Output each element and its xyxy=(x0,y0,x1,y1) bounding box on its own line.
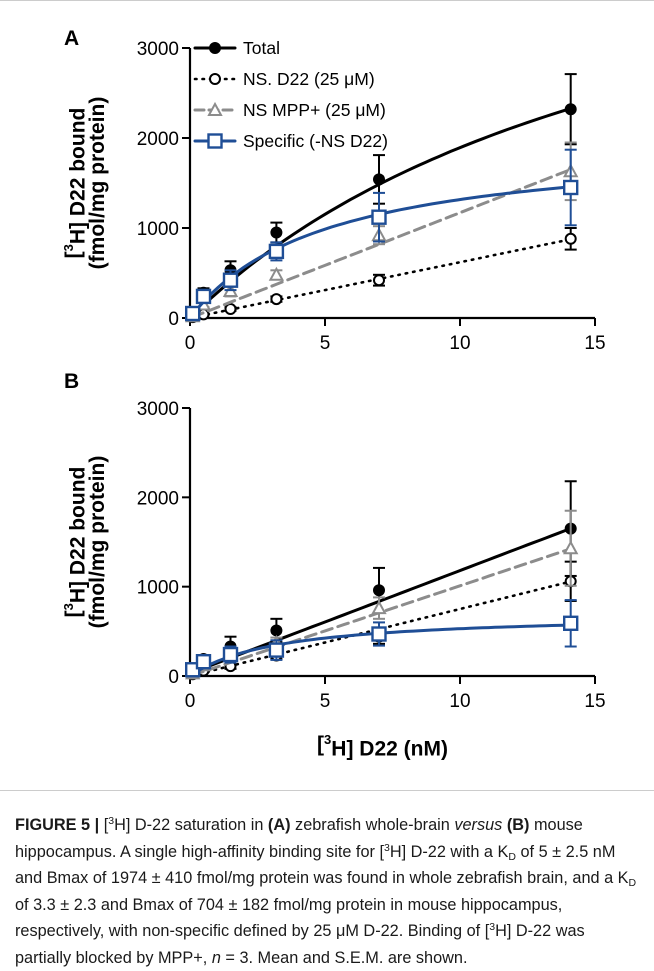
y-tick-label: 1000 xyxy=(137,219,179,240)
x-tick-label: 10 xyxy=(449,691,470,712)
y-tick-label: 3000 xyxy=(137,399,179,420)
data-point xyxy=(222,646,239,663)
data-point xyxy=(195,288,212,305)
data-point xyxy=(270,293,283,306)
x-tick-label: 0 xyxy=(185,333,196,354)
x-tick-label: 15 xyxy=(584,691,605,712)
y-axis-title-line2: (fmol/mg protein) xyxy=(86,97,109,270)
data-point xyxy=(224,303,237,315)
top-border-line xyxy=(0,0,654,1)
panel-letter: B xyxy=(64,370,79,393)
x-axis-title: [3H] D22 (nM) xyxy=(317,732,448,761)
y-tick-label: 1000 xyxy=(137,578,179,599)
legend-label: NS MPP+ (25 μM) xyxy=(243,100,386,120)
series-specific-ns-d22 xyxy=(184,148,579,322)
data-point xyxy=(371,626,387,642)
legend-marker xyxy=(207,133,223,149)
x-tick-label: 5 xyxy=(320,691,331,712)
data-point xyxy=(268,243,285,260)
legend-label: NS. D22 (25 μM) xyxy=(243,69,375,89)
y-tick-label: 0 xyxy=(168,667,179,688)
caption-figure-label: FIGURE 5 | xyxy=(15,816,100,834)
y-tick-label: 3000 xyxy=(137,39,179,60)
y-axis-title-line2: (fmol/mg protein) xyxy=(86,456,109,629)
data-point xyxy=(371,209,387,225)
fit-line xyxy=(191,238,573,319)
panel-b-chart: B 0 5 10 15 0 1000 2000 3000 [3H] D22 bound(fmol/… xyxy=(61,370,606,760)
legend: Total NS. D22 (25 μM) NS MPP+ (25 μM) Speci… xyxy=(193,38,388,151)
legend-label: Specific (-NS D22) xyxy=(243,131,388,151)
x-tick-label: 5 xyxy=(320,333,331,354)
data-point xyxy=(564,232,577,245)
data-point xyxy=(268,266,285,281)
y-axis-title-line1: [3H] D22 bound xyxy=(61,108,90,259)
x-tick-label: 0 xyxy=(185,691,196,712)
data-point xyxy=(371,600,387,615)
legend-marker xyxy=(209,42,221,54)
data-point xyxy=(373,173,385,186)
legend-label: Total xyxy=(243,38,280,58)
data-point xyxy=(373,274,385,287)
data-point xyxy=(270,226,283,239)
data-point xyxy=(184,305,201,322)
panel-letter: A xyxy=(64,27,79,50)
series-ns-mpp-25-m xyxy=(185,141,579,323)
x-tick-label: 15 xyxy=(584,333,605,354)
data-point xyxy=(563,615,579,631)
y-axis-title-line1: [3H] D22 bound xyxy=(61,467,90,618)
data-point xyxy=(268,642,285,658)
data-point xyxy=(563,179,579,196)
figure-caption: FIGURE 5 | [3H] D-22 saturation in (A) z… xyxy=(15,815,637,967)
data-point xyxy=(195,654,212,670)
y-tick-label: 2000 xyxy=(137,488,179,509)
data-point xyxy=(222,272,239,288)
legend-marker xyxy=(209,73,221,85)
y-tick-label: 2000 xyxy=(137,129,179,150)
caption-separator xyxy=(0,790,654,791)
panel-a-chart: A 0 5 10 15 0 1000 2000 3000 [3H] D22 bound(fmol/… xyxy=(61,27,606,354)
data-point xyxy=(563,540,579,555)
series-specific-ns-d22 xyxy=(184,599,579,678)
data-point xyxy=(373,584,385,597)
data-point xyxy=(564,103,577,116)
x-tick-label: 10 xyxy=(449,333,470,354)
legend-marker xyxy=(207,101,223,116)
series-ns-d22-25-m xyxy=(186,560,577,681)
data-point xyxy=(270,624,283,637)
y-tick-label: 0 xyxy=(168,309,179,330)
